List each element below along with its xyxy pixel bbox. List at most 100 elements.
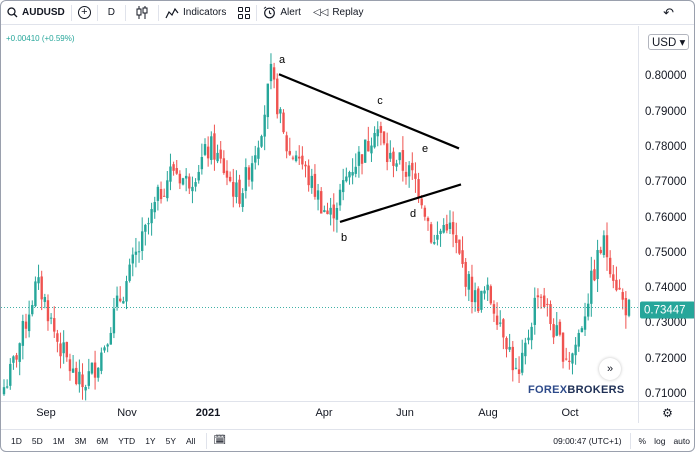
- range-6m[interactable]: 6M: [96, 435, 109, 446]
- candle-body: [213, 133, 216, 160]
- candle-body: [539, 296, 543, 298]
- candle-body: [87, 371, 90, 386]
- range-1y[interactable]: 1Y: [145, 435, 156, 446]
- clock-display[interactable]: 09:00:47 (UTC+1): [553, 436, 622, 446]
- price-change: +0.00410 (+0.59%): [6, 34, 75, 43]
- goto-date-icon[interactable]: 🗓: [213, 435, 227, 446]
- candle-body: [263, 114, 266, 137]
- candle-body: [451, 222, 455, 235]
- candle-body: [68, 359, 72, 372]
- candle-body: [385, 143, 389, 163]
- scroll-to-realtime-button[interactable]: »: [599, 358, 621, 380]
- time-label: Nov: [117, 407, 137, 419]
- candle-body: [307, 165, 310, 186]
- layout-grid-icon: [238, 6, 251, 19]
- time-label: Jun: [396, 407, 414, 419]
- layouts-button[interactable]: [232, 1, 256, 25]
- candle-body: [282, 112, 285, 133]
- candle-body: [593, 269, 596, 281]
- candle-body: [612, 274, 615, 281]
- time-axis[interactable]: Sep Nov 2021 Apr Jun Aug Oct: [1, 401, 638, 423]
- interval-label: D: [107, 7, 116, 18]
- range-1d[interactable]: 1D: [11, 435, 22, 446]
- candle-body: [65, 341, 69, 358]
- candle-body: [461, 250, 464, 264]
- alert-button[interactable]: Alert: [257, 1, 307, 25]
- candle-body: [426, 217, 430, 222]
- chart-type-button[interactable]: [126, 1, 158, 25]
- candle-body: [276, 78, 279, 115]
- candle-body: [90, 362, 94, 374]
- interval-button[interactable]: D: [98, 1, 125, 25]
- candle-body: [147, 223, 150, 225]
- price-axis[interactable]: USD ▾ 0.80000 0.79000 0.78000 0.77000 0.…: [638, 26, 694, 401]
- candle-body: [323, 210, 326, 212]
- candle-body: [59, 343, 62, 357]
- candle-body: [455, 235, 458, 243]
- replay-button[interactable]: ◁◁ Replay: [307, 1, 370, 25]
- toolbar-divider: [96, 4, 98, 21]
- chart-settings-button[interactable]: ⚙: [638, 401, 694, 423]
- candle-body: [156, 186, 160, 201]
- search-icon: [7, 7, 18, 18]
- candle-body: [389, 152, 392, 159]
- range-3m[interactable]: 3M: [74, 435, 87, 446]
- candle-body: [357, 151, 361, 166]
- range-5y[interactable]: 5Y: [165, 435, 176, 446]
- compare-button[interactable]: +: [72, 1, 97, 25]
- undo-icon[interactable]: ↶: [663, 5, 674, 20]
- price-label: 0.75000: [645, 247, 687, 259]
- range-1m[interactable]: 1M: [52, 435, 65, 446]
- add-circle-icon: +: [77, 6, 91, 19]
- candle-body: [178, 173, 182, 184]
- candle-body: [46, 300, 50, 322]
- candle-body: [272, 67, 276, 80]
- range-5d[interactable]: 5D: [31, 435, 43, 446]
- currency-selector[interactable]: USD ▾: [648, 34, 690, 50]
- percent-toggle[interactable]: %: [638, 436, 647, 446]
- toolbar-divider: [256, 4, 258, 21]
- auto-toggle[interactable]: auto: [673, 436, 690, 446]
- candle-body: [354, 166, 357, 174]
- toolbar-divider: [206, 432, 208, 449]
- candle-body: [112, 308, 116, 334]
- time-label: Oct: [561, 407, 579, 419]
- candle-body: [257, 147, 260, 159]
- price-label: 0.71000: [645, 388, 687, 400]
- price-label: 0.72000: [645, 353, 687, 365]
- candle-body: [250, 163, 254, 182]
- candle-body: [191, 186, 194, 192]
- candle-body: [128, 264, 131, 281]
- chart-plot-area[interactable]: +0.00410 (+0.59%) a b c d e FOREXBROKERS: [1, 26, 638, 401]
- candle-body: [188, 176, 191, 189]
- log-toggle[interactable]: log: [654, 436, 666, 446]
- candle-body: [395, 163, 398, 167]
- symbol-search[interactable]: AUDUSD: [1, 1, 71, 25]
- candle-body: [304, 164, 307, 167]
- candlestick-chart[interactable]: [1, 26, 638, 401]
- candle-body: [172, 164, 175, 171]
- bottom-right-controls: 09:00:47 (UTC+1) % log auto: [553, 430, 690, 451]
- candle-body: [37, 277, 40, 284]
- candle-body: [621, 292, 624, 300]
- current-price-tag: 0.73447: [640, 301, 694, 319]
- price-label: 0.78000: [645, 141, 687, 153]
- indicators-button[interactable]: Indicators: [159, 1, 232, 25]
- candle-body: [150, 209, 153, 224]
- candle-body: [162, 195, 166, 197]
- range-ytd[interactable]: YTD: [118, 435, 136, 446]
- trendline-lower[interactable]: [339, 183, 462, 223]
- candle-body: [341, 180, 345, 193]
- candle-body: [373, 132, 376, 148]
- range-all[interactable]: All: [186, 435, 196, 446]
- candle-body: [348, 172, 351, 178]
- candle-body: [12, 356, 15, 363]
- candle-body: [134, 251, 138, 255]
- candle-body: [392, 151, 395, 166]
- top-toolbar: AUDUSD + D Indicators Alert ◁◁ Replay: [1, 1, 694, 25]
- pattern-label-d: d: [409, 208, 417, 220]
- candle-body: [492, 304, 496, 314]
- candle-body: [448, 222, 452, 229]
- candle-body: [370, 145, 373, 154]
- trendline-upper[interactable]: [278, 73, 460, 150]
